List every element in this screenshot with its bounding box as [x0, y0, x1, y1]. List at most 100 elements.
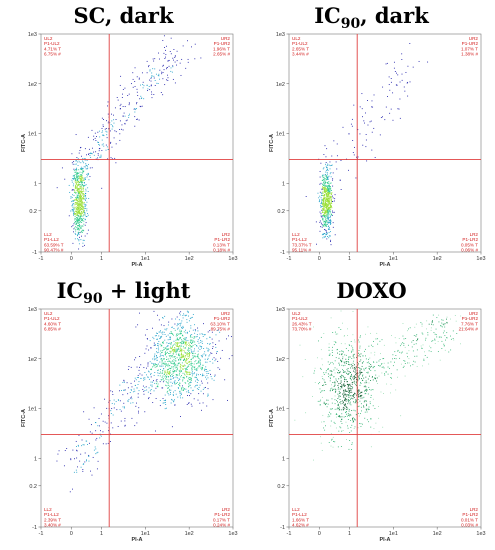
event-dot	[347, 385, 349, 387]
event-dot	[323, 202, 324, 204]
event-dot	[193, 373, 195, 375]
event-dot	[416, 334, 418, 336]
event-dot	[169, 346, 171, 348]
event-dot	[136, 108, 137, 110]
event-dot	[327, 209, 329, 211]
event-dot	[321, 203, 323, 205]
event-dot	[172, 57, 174, 59]
event-dot	[363, 368, 365, 370]
event-dot	[176, 357, 178, 359]
event-dot	[185, 360, 187, 362]
event-dot	[115, 131, 117, 133]
event-dot	[372, 405, 374, 407]
event-dot	[76, 466, 78, 468]
event-dot	[331, 207, 333, 209]
quadrant-stat-ur: P1-UR2	[462, 41, 479, 46]
event-dot	[208, 349, 210, 351]
event-points	[56, 310, 233, 493]
event-dot	[343, 401, 344, 403]
event-dot	[155, 398, 157, 399]
event-dot	[364, 417, 366, 419]
event-dot	[113, 407, 115, 409]
event-dot	[82, 177, 84, 179]
event-dot	[86, 440, 88, 442]
event-dot	[166, 67, 168, 68]
event-dot	[71, 210, 73, 212]
event-dot	[77, 180, 79, 182]
event-dot	[88, 455, 90, 457]
event-dot	[175, 370, 177, 372]
event-dot	[323, 211, 325, 213]
event-dot	[350, 375, 352, 377]
event-dot	[79, 195, 81, 196]
event-dot	[180, 333, 181, 335]
event-dot	[108, 149, 110, 150]
event-dot	[181, 343, 183, 345]
event-dot	[75, 226, 76, 228]
quadrant-stat-ll: 4.62% #	[292, 523, 309, 528]
event-dot	[187, 380, 189, 382]
event-dot	[76, 157, 78, 158]
event-dot	[184, 344, 186, 346]
event-dot	[174, 323, 176, 325]
event-dot	[82, 212, 84, 214]
event-dot	[352, 354, 354, 356]
event-dot	[79, 215, 81, 217]
event-dot	[170, 330, 172, 332]
event-dot	[392, 358, 394, 360]
event-dot	[324, 404, 326, 406]
event-dot	[331, 398, 333, 400]
x-tick-label: -1	[287, 256, 292, 262]
quadrant-stat-ur: P1-UR2	[214, 41, 231, 46]
event-dot	[172, 346, 173, 348]
event-dot	[85, 215, 87, 217]
event-dot	[154, 364, 156, 366]
event-dot	[155, 73, 157, 75]
event-dot	[360, 403, 362, 405]
event-dot	[179, 362, 181, 364]
event-dot	[324, 202, 326, 204]
event-dot	[83, 211, 85, 213]
event-dot	[72, 194, 74, 196]
event-dot	[160, 324, 162, 326]
x-tick-label: 1e2	[433, 531, 442, 537]
event-dot	[203, 323, 204, 325]
event-dot	[176, 365, 178, 367]
quadrant-stat-ur: 2.65% #	[213, 52, 230, 57]
event-dot	[350, 395, 351, 397]
event-dot	[366, 403, 368, 405]
event-dot	[320, 192, 322, 194]
quadrant-stat-ul: 6.75% #	[44, 52, 61, 57]
event-dot	[159, 365, 160, 367]
event-dot	[331, 155, 333, 157]
event-dot	[81, 175, 83, 177]
event-dot	[80, 196, 82, 198]
event-dot	[362, 144, 364, 146]
event-dot	[323, 223, 325, 225]
event-dot	[159, 343, 161, 345]
event-dot	[72, 488, 73, 490]
event-dot	[156, 355, 157, 357]
event-dot	[144, 387, 146, 389]
quadrant-stat-lr: 0.03% #	[461, 523, 478, 528]
event-dot	[189, 361, 191, 362]
event-dot	[64, 450, 66, 452]
event-dot	[79, 193, 81, 195]
event-dot	[328, 194, 330, 196]
event-dot	[152, 58, 154, 60]
event-dot	[180, 331, 182, 333]
event-dot	[74, 172, 76, 173]
event-dot	[173, 356, 175, 358]
event-dot	[160, 336, 162, 338]
event-dot	[144, 411, 146, 413]
event-dot	[210, 373, 211, 375]
event-dot	[89, 431, 91, 433]
event-dot	[207, 395, 209, 397]
event-dot	[355, 414, 357, 416]
event-dot	[440, 336, 442, 338]
event-dot	[181, 352, 182, 354]
event-dot	[76, 209, 78, 211]
event-dot	[355, 378, 357, 380]
event-dot	[124, 106, 126, 108]
event-dot	[330, 370, 332, 372]
